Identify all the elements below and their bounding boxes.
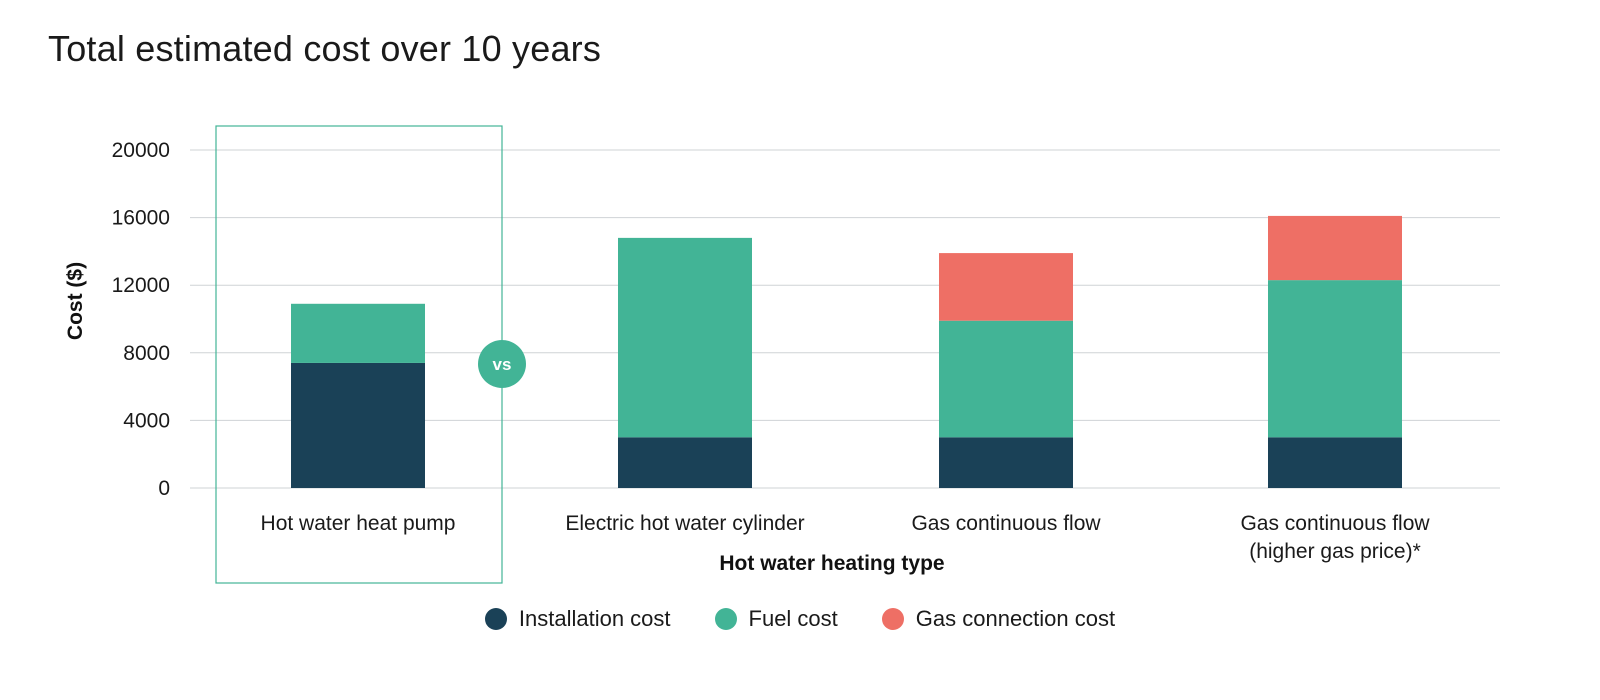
legend-item: Installation cost	[484, 606, 671, 632]
x-tick-label: Electric hot water cylinder	[565, 512, 804, 535]
bar-segment-fuel-cost	[1268, 280, 1402, 438]
x-axis-title: Hot water heating type	[719, 552, 944, 575]
bar-segment-installation-cost	[939, 437, 1073, 488]
y-tick-label: 0	[158, 477, 170, 500]
y-tick-label: 8000	[123, 342, 170, 365]
y-tick-label: 4000	[123, 409, 170, 432]
bar-segment-fuel-cost	[939, 320, 1073, 438]
vs-badge	[478, 340, 526, 388]
legend-item: Fuel cost	[714, 606, 838, 632]
legend: Installation cost Fuel cost Gas connection…	[0, 606, 1600, 632]
x-tick-label: (higher gas price)*	[1249, 540, 1421, 563]
bar-segment-installation-cost	[291, 362, 425, 488]
legend-swatch	[484, 608, 507, 630]
y-tick-label: 12000	[112, 274, 170, 297]
legend-label: Installation cost	[518, 606, 671, 631]
legend-label: Gas connection cost	[915, 606, 1116, 631]
bar-segment-fuel-cost	[291, 303, 425, 363]
bar-segment-installation-cost	[1268, 437, 1402, 488]
legend-item: Gas connection cost	[881, 606, 1116, 632]
legend-swatch	[714, 608, 737, 630]
x-tick-label: Hot water heat pump	[261, 512, 456, 535]
legend-label: Fuel cost	[748, 606, 838, 631]
bar-segment-gas-connection-cost	[939, 253, 1073, 321]
y-tick-label: 20000	[112, 139, 170, 162]
bar-segment-fuel-cost	[618, 237, 752, 438]
y-axis-title: Cost ($)	[64, 262, 87, 340]
bar-segment-gas-connection-cost	[1268, 215, 1402, 281]
x-tick-label: Gas continuous flow	[911, 512, 1101, 535]
y-tick-label: 16000	[112, 207, 170, 230]
vs-badge-label: vs	[493, 355, 512, 374]
bar-segment-installation-cost	[618, 437, 752, 488]
x-axis-categories: Hot water heat pump Electric hot water cy…	[261, 512, 1431, 563]
y-axis-ticks: 0 4000 8000 12000 16000 20000	[112, 139, 170, 500]
bars	[291, 215, 1402, 488]
chart-title: Total estimated cost over 10 years	[48, 28, 602, 69]
x-tick-label: Gas continuous flow	[1240, 512, 1430, 535]
highlight: vs	[215, 125, 526, 584]
legend-swatch	[881, 608, 904, 630]
